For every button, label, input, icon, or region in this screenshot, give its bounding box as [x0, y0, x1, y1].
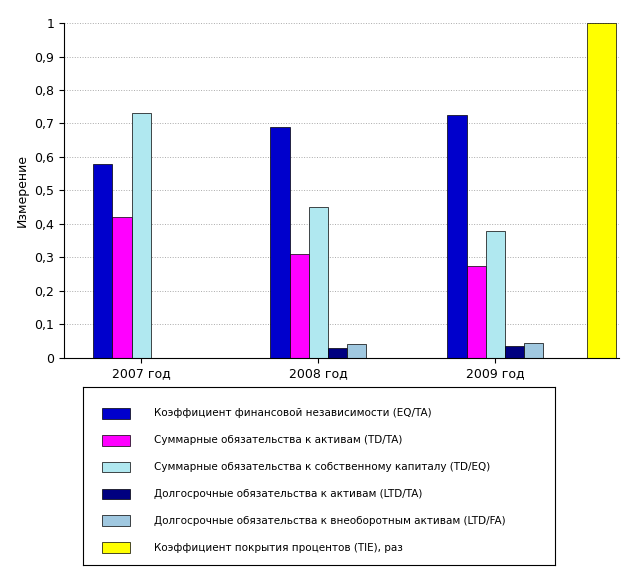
Text: Долгосрочные обязательства к внеоборотным активам (LTD/FA): Долгосрочные обязательства к внеоборотны… [154, 516, 505, 526]
Bar [102, 542, 130, 553]
Text: Долгосрочные обязательства к активам (LTD/TA): Долгосрочные обязательства к активам (LT… [154, 489, 422, 499]
Bar [466, 265, 486, 358]
Bar [131, 114, 151, 358]
Bar [309, 207, 328, 358]
Bar [102, 515, 130, 526]
Text: Суммарные обязательства к собственному капиталу (TD/EQ): Суммарные обязательства к собственному к… [154, 462, 490, 472]
Y-axis label: Измерение: Измерение [15, 154, 29, 227]
Bar [447, 115, 466, 358]
Text: Коэффициент финансовой независимости (EQ/TA): Коэффициент финансовой независимости (EQ… [154, 409, 431, 418]
Text: Суммарные обязательства к активам (TD/TA): Суммарные обязательства к активам (TD/TA… [154, 435, 402, 445]
Bar [587, 23, 616, 358]
Bar [93, 164, 112, 358]
Bar [347, 344, 366, 358]
Bar [328, 348, 347, 358]
Bar [524, 343, 543, 358]
Text: Коэффициент покрытия процентов (TIE), раз: Коэффициент покрытия процентов (TIE), ра… [154, 542, 403, 553]
Bar [290, 254, 309, 358]
Bar [505, 346, 524, 358]
Bar [102, 408, 130, 419]
Bar [486, 231, 505, 358]
Bar [102, 435, 130, 445]
Bar [102, 489, 130, 499]
Bar [271, 127, 290, 358]
Bar [102, 462, 130, 473]
Bar [112, 217, 131, 358]
